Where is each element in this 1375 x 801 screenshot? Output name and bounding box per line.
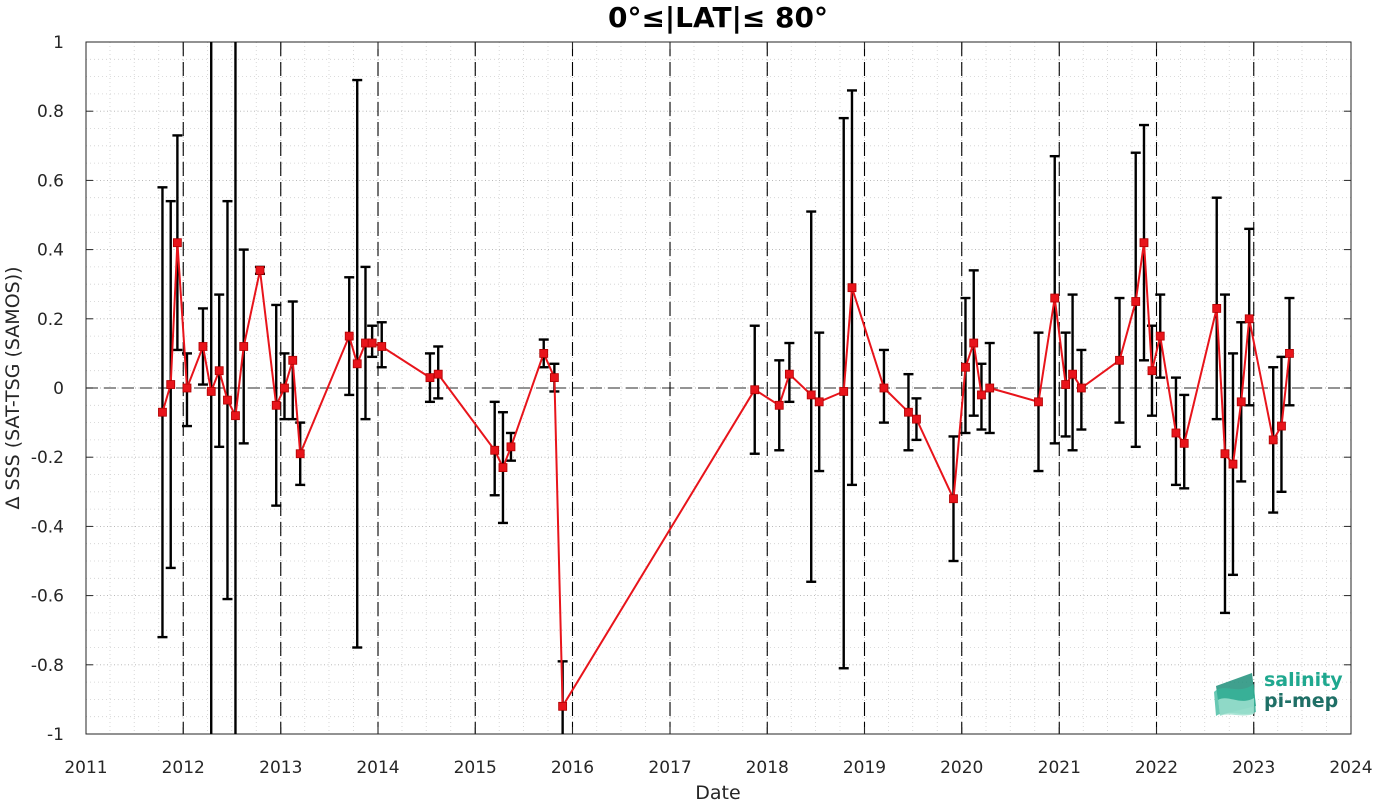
data-point-marker: [1179, 438, 1189, 448]
data-point-marker: [231, 411, 240, 421]
data-point-marker: [158, 407, 167, 417]
y-tick-label: 0.8: [37, 102, 64, 122]
data-point-marker: [912, 414, 921, 424]
data-point-marker: [271, 400, 281, 410]
data-point-marker: [1050, 293, 1060, 303]
x-tick-label: 2022: [1135, 758, 1178, 778]
data-point-marker: [1155, 331, 1165, 341]
data-point-marker: [377, 342, 387, 351]
data-point-marker: [295, 449, 305, 459]
data-point-marker: [1212, 304, 1222, 313]
data-point-marker: [814, 397, 824, 407]
data-point-marker: [490, 445, 500, 455]
y-tick-label: -0.2: [31, 448, 64, 468]
data-point-marker: [1034, 397, 1043, 407]
data-point-marker: [1268, 435, 1278, 445]
x-tick-label: 2020: [940, 758, 983, 778]
y-tick-label: 0.4: [37, 241, 64, 261]
data-point-marker: [255, 265, 265, 275]
data-point-marker: [806, 390, 816, 400]
y-axis-label: Δ SSS (SAT-TSG (SAMOS)): [2, 266, 24, 509]
data-point-marker: [1220, 449, 1230, 459]
x-tick-label: 2019: [843, 758, 886, 778]
data-point-marker: [1171, 428, 1181, 438]
data-point-marker: [172, 238, 182, 248]
data-point-marker: [985, 383, 995, 393]
data-point-marker: [839, 387, 849, 396]
data-point-marker: [1228, 459, 1238, 469]
data-point-marker: [1147, 366, 1157, 376]
data-point-marker: [352, 359, 362, 369]
data-point-marker: [949, 494, 958, 504]
y-tick-label: 0.6: [37, 171, 64, 191]
data-point-marker: [977, 390, 986, 400]
data-point-marker: [1285, 348, 1294, 358]
data-point-marker: [1131, 297, 1141, 306]
y-tick-label: 0.2: [37, 310, 64, 330]
data-point-marker: [214, 366, 224, 376]
data-point-marker: [1277, 421, 1286, 431]
data-point-marker: [1068, 369, 1077, 379]
data-point-marker: [847, 283, 857, 293]
x-axis-label: Date: [695, 782, 740, 801]
data-point-marker: [166, 380, 176, 389]
data-point-marker: [961, 362, 970, 372]
y-tick-label: -0.8: [31, 656, 64, 676]
salinity-pi-mep-logo: salinity pi-mep: [1214, 669, 1343, 716]
data-point-marker: [1236, 397, 1246, 407]
data-point-marker: [206, 387, 216, 396]
data-point-marker: [1061, 380, 1071, 389]
y-tick-label: 1: [53, 33, 64, 53]
data-point-marker: [223, 395, 232, 405]
data-point-marker: [1076, 383, 1086, 393]
x-tick-label: 2012: [162, 758, 205, 778]
data-point-marker: [539, 348, 549, 358]
x-tick-label: 2021: [1038, 758, 1081, 778]
data-point-marker: [433, 369, 443, 379]
data-point-marker: [750, 385, 760, 395]
data-point-marker: [344, 331, 354, 341]
data-point-marker: [367, 338, 377, 348]
y-axis: -1 -0.8 -0.6 -0.4 -0.2 0 0.2 0.4 0.6 0.8 1: [31, 33, 1351, 745]
x-tick-label: 2023: [1232, 758, 1275, 778]
y-tick-label: -1: [47, 725, 64, 745]
wave-logo-icon: [1214, 673, 1256, 716]
data-point-marker: [904, 407, 913, 417]
data-point-marker: [280, 383, 289, 393]
data-point-marker: [498, 463, 508, 472]
data-point-marker: [288, 355, 298, 365]
data-point-marker: [1139, 238, 1149, 248]
data-point-marker: [784, 369, 794, 379]
data-point-marker: [425, 373, 435, 383]
x-tick-label: 2013: [259, 758, 302, 778]
y-tick-label: 0: [53, 379, 64, 399]
x-axis: 2011 2012 2013 2014 2015 2016 2017 2018 2019 2020…: [64, 42, 1373, 778]
data-point-marker: [198, 342, 208, 351]
x-tick-label: 2018: [746, 758, 789, 778]
y-tick-label: -0.6: [31, 587, 64, 607]
minor-grid: [86, 42, 1351, 734]
x-tick-label: 2011: [64, 758, 107, 778]
data-point-marker: [879, 383, 889, 393]
x-tick-label: 2017: [648, 758, 691, 778]
data-point-marker: [1115, 355, 1124, 365]
data-point-marker: [239, 342, 249, 351]
series-markers: [158, 238, 1294, 711]
data-point-marker: [182, 383, 192, 393]
logo-text-pi-mep: pi-mep: [1264, 690, 1338, 712]
chart-title: 0°≤|LAT|≤ 80°: [608, 1, 828, 34]
data-point-marker: [506, 442, 516, 452]
x-tick-label: 2024: [1329, 758, 1372, 778]
data-point-marker: [558, 701, 568, 711]
data-point-marker: [774, 400, 784, 410]
logo-text-salinity: salinity: [1264, 669, 1343, 691]
x-tick-label: 2015: [454, 758, 497, 778]
x-tick-label: 2016: [551, 758, 594, 778]
data-point-marker: [969, 338, 979, 348]
data-point-marker: [1244, 314, 1254, 324]
x-tick-label: 2014: [356, 758, 399, 778]
y-tick-label: -0.4: [31, 517, 64, 537]
data-point-marker: [549, 373, 559, 383]
